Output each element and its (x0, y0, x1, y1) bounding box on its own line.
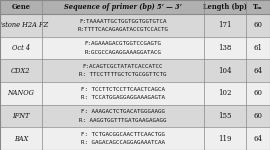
Text: NANOG: NANOG (8, 89, 34, 97)
Text: Sequence of primer (bp) 5’ — 3’: Sequence of primer (bp) 5’ — 3’ (64, 3, 182, 11)
Text: 102: 102 (218, 89, 232, 97)
Text: F:TAAAATTGCTGGTGGTGGTGTCA: F:TAAAATTGCTGGTGGTGGTGTCA (79, 19, 167, 24)
Bar (0, 127, 270, 150)
Text: 138: 138 (218, 44, 231, 52)
Text: R: AAGGTGGTTTGATGAAGAGAGG: R: AAGGTGGTTTGATGAAGAGAGG (79, 118, 167, 123)
Text: F:AGAAAGACGTGGTCCGAGTG: F:AGAAAGACGTGGTCCGAGTG (84, 41, 161, 46)
Text: Length (bp): Length (bp) (203, 3, 247, 11)
Text: Gene: Gene (11, 3, 31, 11)
Text: 171: 171 (218, 21, 232, 29)
Text: R:GCGCCAGAGGAAAGGATACG: R:GCGCCAGAGGAAAGGATACG (84, 50, 161, 55)
Text: F:ACAGTCGCTATATCACCATCC: F:ACAGTCGCTATATCACCATCC (83, 64, 163, 69)
Text: 61: 61 (253, 44, 262, 52)
Text: 60: 60 (253, 21, 262, 29)
Text: R: TTCCTTTTGCTCTGCGGTTCTG: R: TTCCTTTTGCTCTGCGGTTCTG (79, 72, 167, 77)
Text: F: AAAGACTCTGACATGGGAAGG: F: AAAGACTCTGACATGGGAAGG (81, 109, 165, 114)
Text: Oct 4: Oct 4 (12, 44, 30, 52)
Text: 60: 60 (253, 89, 262, 97)
Text: F: TCCTTCTCCTTCAACTCAGCA: F: TCCTTCTCCTTCAACTCAGCA (81, 87, 165, 92)
Bar (0, 37, 270, 59)
Text: R:TTTTCACAGAGATACCGTCCACTG: R:TTTTCACAGAGATACCGTCCACTG (77, 27, 168, 32)
Bar (0, 82, 270, 105)
Text: IFNT: IFNT (12, 112, 30, 120)
Text: R: GAGACAGCCAGGAGAAATCAA: R: GAGACAGCCAGGAGAAATCAA (81, 140, 165, 145)
Text: Tₘ: Tₘ (253, 3, 263, 11)
Text: 64: 64 (253, 67, 262, 75)
Bar (0, 0, 270, 14)
Text: Histone H2A FZ: Histone H2A FZ (0, 21, 48, 29)
Bar (0, 14, 270, 37)
Text: F: TCTGACGGCAACTTCAACTGG: F: TCTGACGGCAACTTCAACTGG (81, 132, 165, 137)
Bar (0, 59, 270, 82)
Text: R: TCCATGGAGGAGGAAAGAGTA: R: TCCATGGAGGAGGAAAGAGTA (81, 95, 165, 100)
Text: CDX2: CDX2 (11, 67, 31, 75)
Text: 104: 104 (218, 67, 232, 75)
Text: 60: 60 (253, 112, 262, 120)
Text: BAX: BAX (14, 135, 28, 143)
Text: 64: 64 (253, 135, 262, 143)
Text: 119: 119 (218, 135, 232, 143)
Bar (0, 105, 270, 127)
Text: 155: 155 (218, 112, 232, 120)
